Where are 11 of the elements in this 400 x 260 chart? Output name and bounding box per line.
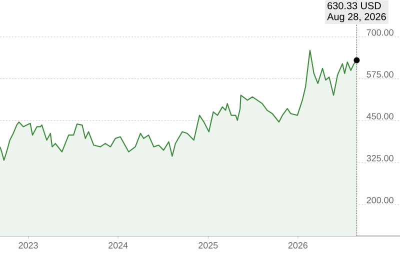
x-tick-label: 2026 [288,242,308,249]
x-tick-label: 2024 [108,242,128,249]
annotation: 630.33 USD [328,2,381,10]
y-tick-label: 575.00 [366,71,394,78]
y-tick-label: 450.00 [366,113,394,120]
ref-line-label: Aug 28, 2026 [327,13,386,22]
y-tick-label: 200.00 [366,196,394,204]
x-tick-label: 2025 [198,242,218,249]
x-tick-label: 2023 [18,242,38,249]
y-tick-label: 325.00 [366,155,394,162]
y-tick-label: 700.00 [366,29,394,36]
